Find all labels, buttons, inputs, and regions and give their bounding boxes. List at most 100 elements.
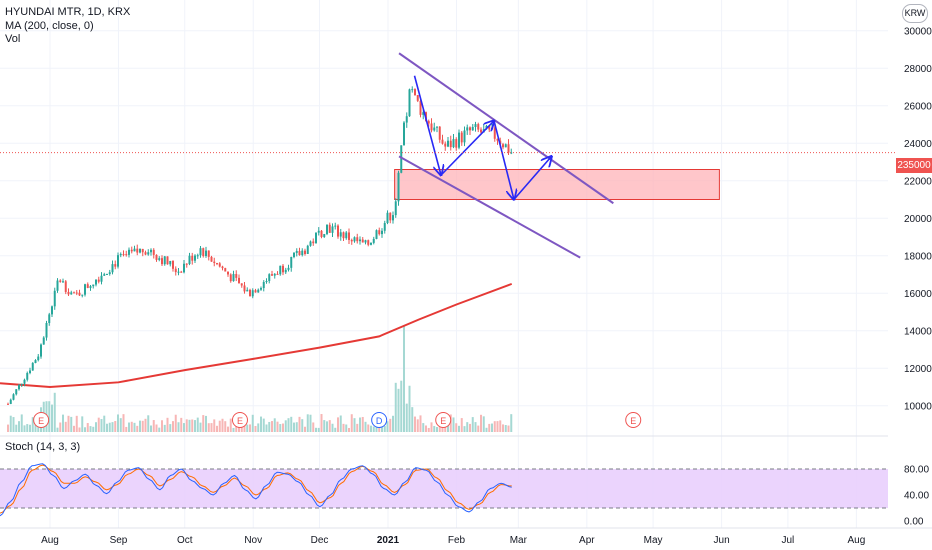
candle-body [147,252,150,255]
volume-bar [463,426,466,432]
event-label: E [237,416,243,426]
volume-bar [502,424,504,432]
volume-bar [150,425,152,432]
candle-body [471,126,474,131]
volume-legend[interactable]: Vol [5,33,21,45]
wave-arrow [413,75,442,175]
candle-body [359,239,361,242]
candle-body [224,268,227,272]
volume-bar [144,418,147,432]
volume-bar [202,415,205,432]
volume-bar [81,416,84,432]
support-zone-rect [394,169,720,200]
event-label: E [440,416,446,426]
volume-bar [441,425,444,432]
candle-body [293,252,295,258]
trend-drawings[interactable] [398,52,614,259]
volume-bar [111,422,114,432]
candle-body [315,232,317,244]
candle-body [433,127,436,131]
volume-bar [67,415,70,432]
volume-bar [339,415,342,432]
volume-bar [103,415,106,432]
candle-body [75,292,78,294]
volume-bar [100,419,103,432]
volume-bar [78,427,81,432]
candle-body [202,248,205,257]
volume-bar [210,423,213,432]
volume-bar [493,421,496,432]
volume-bar [304,426,306,432]
price-tick-label: 120000 [904,364,932,375]
candle-body [452,139,455,148]
price-tick-label: 280000 [904,64,932,75]
volume-bar [356,423,359,432]
candle-body [491,127,493,130]
stochastic-axis[interactable]: 80.00 40.00 0.00 [904,465,929,528]
candle-body [348,232,350,240]
candle-body [183,263,185,273]
volume-bar [458,425,460,432]
candle-body [62,281,64,283]
candle-body [227,271,229,275]
volume-bar [31,417,34,432]
volume-bar [466,422,469,432]
candle-body [23,379,26,384]
volume-bar [86,423,89,432]
candle-body [166,256,169,265]
candle-body [287,267,290,270]
candle-body [320,230,323,237]
volume-bar [405,403,408,432]
volume-bar [194,420,196,432]
candle-body [238,277,240,284]
volume-bar [20,414,23,432]
wave-arrow [440,121,494,176]
event-marker: E [231,412,248,428]
event-label: E [38,416,44,426]
ma-legend[interactable]: MA (200, close, 0) [5,19,94,32]
volume-bar [26,424,29,432]
volume-bar [425,425,427,432]
event-badge-icon [435,412,452,428]
volume-bar [108,422,111,432]
candle-body [356,237,359,242]
grid-lines [0,0,888,528]
wave-arrow [513,156,552,201]
candle-body [370,242,372,245]
support-zone[interactable] [394,169,720,200]
volume-bar [469,423,471,432]
volume-bar [488,423,491,432]
volume-bar [166,417,169,432]
candle-body [422,112,425,115]
volume-bar [284,420,287,432]
candle-body [397,172,400,202]
candle-body [337,225,339,237]
volume-bar [312,422,315,432]
currency-badge[interactable]: KRW [902,4,928,23]
price-axis[interactable]: 300000 280000 260000 240000 220000 200000 1800… [904,26,932,412]
candle-body [403,122,405,146]
volume-bar [183,423,185,432]
time-axis[interactable]: Aug Sep Oct Nov Dec 2021 Feb Mar Apr May Jun Jul Aug [0,527,932,546]
candle-body [251,290,254,297]
volume-bar [73,425,75,432]
candle-body [216,263,218,265]
price-tick-label: 180000 [904,251,932,262]
candle-body [246,289,249,292]
candle-body [117,255,119,267]
candle-body [37,356,40,361]
volume-bar [345,424,348,432]
event-label: E [630,416,636,426]
candle-body [20,383,23,385]
candle-body [353,237,356,242]
price-tick-label: 260000 [904,101,932,112]
symbol-title[interactable]: HYUNDAI MTR, 1D, KRX [5,6,131,18]
volume-bar [84,427,86,432]
candle-body [249,289,251,297]
candle-body [386,212,389,224]
volume-bar [51,404,53,432]
candle-body [416,95,419,101]
stoch-legend[interactable]: Stoch (14, 3, 3) [5,441,81,453]
